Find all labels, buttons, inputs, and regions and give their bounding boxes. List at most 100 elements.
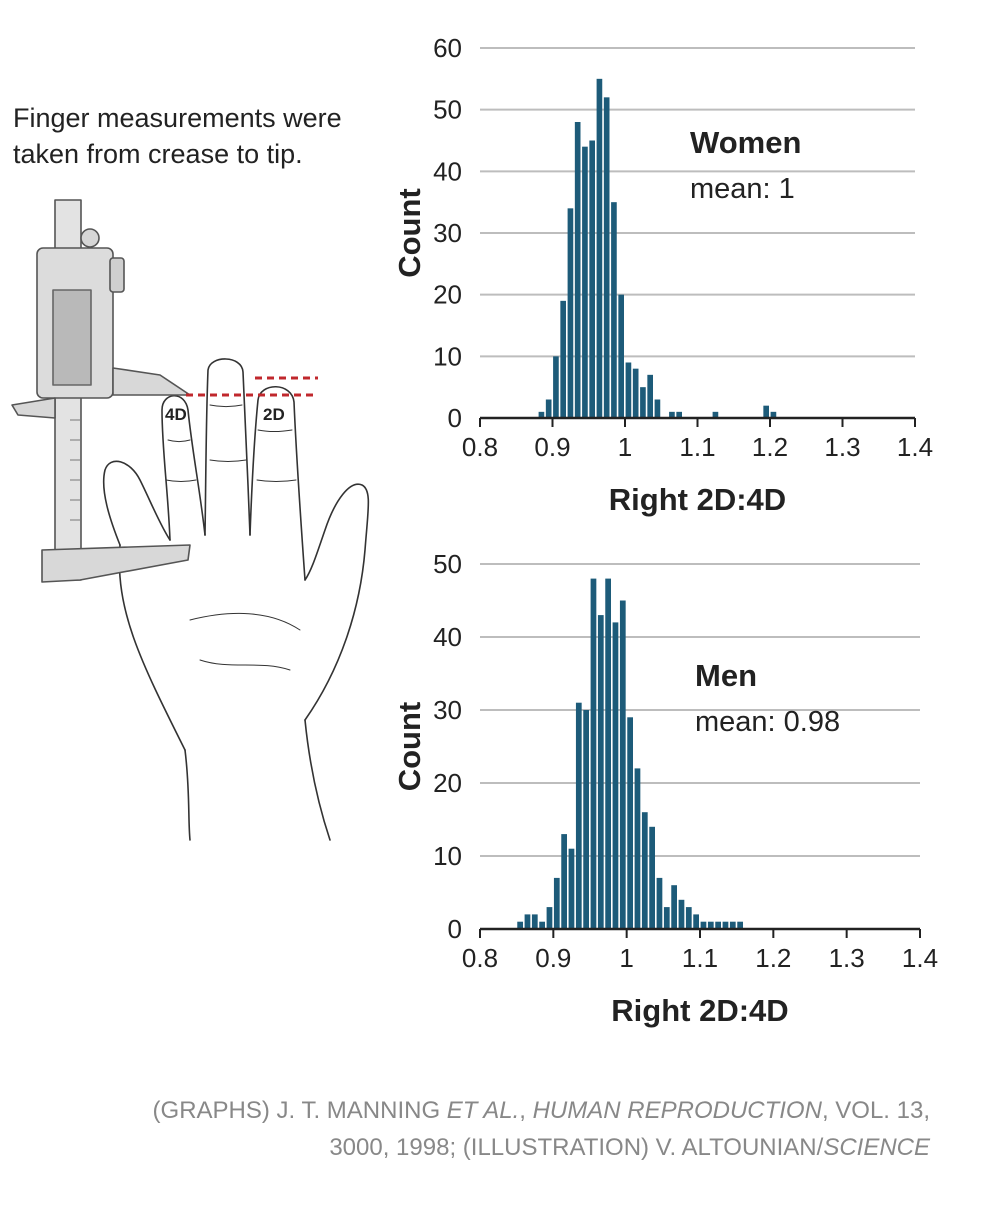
women-histogram-svg: 0 10 20 30 40 50 60 0.8 0.9 1 1.1 1.2 1.3 1.4 Right 2D… (392, 33, 933, 517)
histogram-bar (627, 717, 633, 929)
histogram-bar (671, 885, 677, 929)
palm-outline (118, 544, 186, 751)
thumb-outline (102, 460, 171, 546)
caliper-upper-jaw (112, 367, 191, 396)
histogram-bar (561, 834, 567, 929)
histogram-bar (737, 921, 743, 929)
x-tick-label: 1.1 (682, 943, 718, 973)
histogram-bar (676, 411, 682, 418)
y-tick-label: 60 (433, 33, 462, 63)
histogram-bar (560, 300, 566, 418)
x-tick-label: 1 (618, 432, 632, 462)
histogram-bar (669, 411, 675, 418)
y-tick-label: 20 (433, 280, 462, 310)
y-axis-label: Count (392, 702, 427, 792)
men-histogram: 0 10 20 30 40 50 0.8 0.9 1 1.1 1.2 1.3 1.4 Right 2D:4… (380, 535, 940, 1035)
histogram-bar (693, 914, 699, 929)
histogram-bar (715, 921, 721, 929)
credit-text-1: (GRAPHS) J. T. MANNING (152, 1097, 447, 1124)
label-2d: 2D (263, 405, 285, 424)
histogram-bar (590, 578, 597, 929)
y-tick-label: 20 (433, 768, 462, 798)
histogram-bar (656, 877, 663, 929)
histogram-bar (663, 907, 670, 929)
women-histogram: 0 10 20 30 40 50 60 0.8 0.9 1 1.1 1.2 1.3 1.4 Right 2D… (380, 20, 940, 530)
histogram-bar (641, 812, 648, 929)
caption: Finger measurements were taken from crea… (13, 103, 342, 169)
histogram-bar (729, 921, 736, 929)
histogram-bar (654, 399, 661, 418)
credit-text-7: SCIENCE (823, 1134, 930, 1161)
x-tick-label: 0.8 (462, 432, 498, 462)
histogram-bar (583, 710, 589, 929)
credit-text-3: , (519, 1097, 533, 1124)
histogram-bar (634, 768, 641, 929)
histogram-bar (596, 78, 603, 419)
hand-caliper-drawing: 4D 2D (11, 199, 370, 841)
histogram-bar (647, 374, 653, 418)
x-tick-label: 1 (619, 943, 633, 973)
y-tick-label: 50 (433, 549, 462, 579)
histogram-bar (568, 848, 575, 929)
credit-text-6: 3000, 1998; (ILLUSTRATION) V. ALTOUNIAN/ (329, 1134, 824, 1161)
histogram-bar (763, 405, 769, 418)
histogram-bar (685, 907, 692, 929)
x-tick-label: 0.8 (462, 943, 498, 973)
histogram-bar (546, 907, 553, 929)
histogram-bar (545, 399, 552, 418)
x-axis-label: Right 2D:4D (609, 482, 786, 517)
x-tick-label: 1.3 (829, 943, 865, 973)
histogram-bar (722, 921, 729, 929)
hand-caliper-illustration: 4D 2D (0, 190, 390, 855)
credit-text-5: , VOL. 13, (821, 1097, 930, 1124)
y-tick-label: 30 (433, 218, 462, 248)
histogram-bar (625, 362, 632, 418)
y-tick-label: 40 (433, 156, 462, 186)
histogram-bar (612, 622, 619, 929)
y-tick-label: 10 (433, 841, 462, 871)
caliper-lower-jaw (41, 544, 191, 583)
y-tick-label: 0 (448, 403, 462, 433)
histogram-bar (712, 411, 719, 418)
mean-annotation: mean: 1 (690, 173, 795, 205)
y-tick-label: 40 (433, 622, 462, 652)
histogram-bar (517, 921, 523, 929)
histogram-bar (707, 921, 714, 929)
finger-middle (204, 358, 251, 536)
histogram-bar (605, 578, 611, 929)
histogram-bar (582, 146, 588, 418)
histogram-bar (597, 615, 604, 929)
histogram-bar (649, 826, 655, 929)
caliper (11, 199, 191, 583)
group-label: Women (690, 125, 801, 160)
credit: (GRAPHS) J. T. MANNING ET AL., HUMAN REP… (40, 1092, 930, 1166)
y-tick-label: 50 (433, 95, 462, 125)
histogram-bar (603, 97, 610, 418)
mean-annotation: mean: 0.98 (695, 706, 840, 738)
histogram-bar (553, 356, 559, 418)
credit-text-4: HUMAN REPRODUCTION (532, 1097, 822, 1124)
men-histogram-svg: 0 10 20 30 40 50 0.8 0.9 1 1.1 1.2 1.3 1.4 Right 2D:4… (392, 549, 938, 1028)
wrist-outline (184, 749, 191, 841)
histogram-bar (632, 368, 639, 418)
y-tick-label: 0 (448, 914, 462, 944)
y-tick-label: 30 (433, 695, 462, 725)
histogram-bar (678, 899, 685, 929)
histogram-bar (700, 921, 707, 929)
y-axis-label: Count (392, 188, 427, 278)
histogram-bar (538, 411, 545, 418)
label-4d: 4D (165, 405, 187, 424)
x-tick-label: 0.9 (534, 432, 570, 462)
x-tick-label: 1.3 (824, 432, 860, 462)
x-tick-label: 1.4 (897, 432, 933, 462)
histogram-bar (618, 294, 624, 418)
histogram-bar (539, 921, 545, 929)
finger-index (249, 386, 306, 581)
x-tick-label: 1.2 (752, 432, 788, 462)
x-axis-label: Right 2D:4D (611, 993, 788, 1028)
credit-text-2: ET AL. (446, 1097, 520, 1124)
histogram-bar (524, 914, 531, 929)
histogram-bar (575, 702, 582, 929)
histogram-bar (567, 208, 574, 418)
y-tick-label: 10 (433, 341, 462, 371)
